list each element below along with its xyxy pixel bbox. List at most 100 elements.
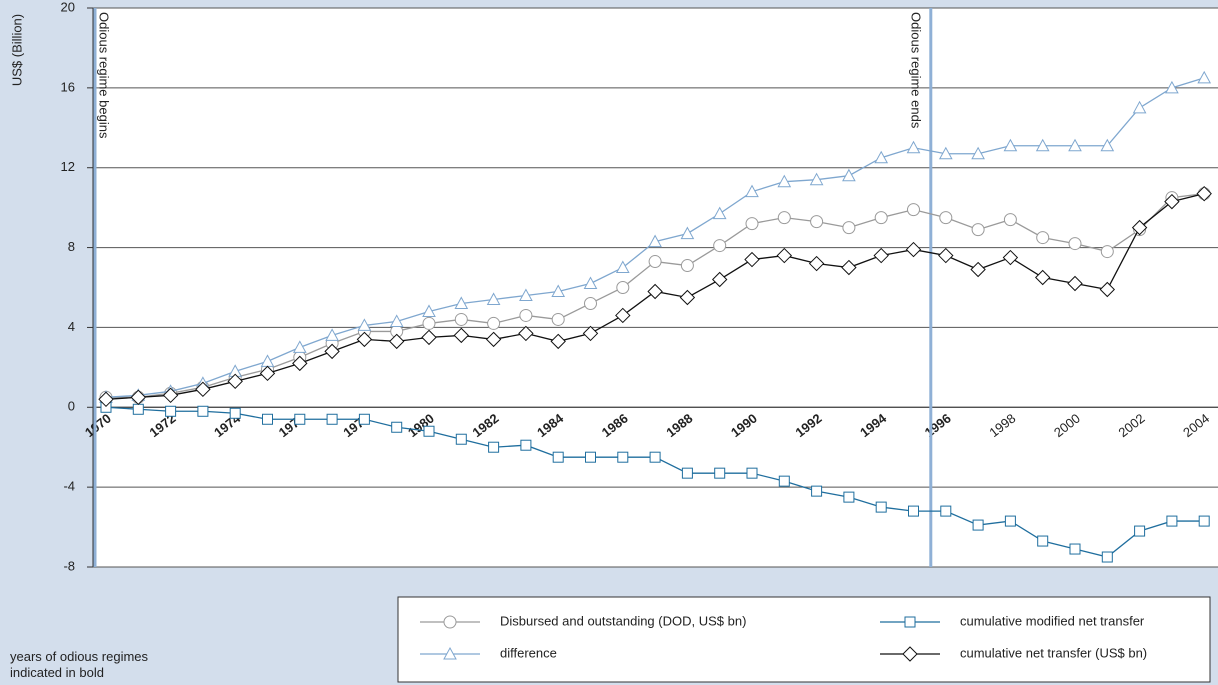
marker [453,327,470,344]
marker [902,646,918,662]
marker [519,308,533,322]
marker [443,646,457,660]
regime-label: Odious regime ends [908,12,923,129]
marker [582,325,599,342]
marker [971,146,985,160]
marker [679,289,696,306]
marker [292,355,308,372]
marker [648,234,662,248]
marker [875,501,887,513]
marker [550,333,566,350]
footnote: years of odious regimes indicated in bold [10,649,149,680]
marker [1166,515,1178,527]
marker [1067,275,1083,292]
marker [98,391,114,408]
marker [324,343,340,360]
marker [227,373,243,390]
marker [1131,219,1148,236]
marker [195,381,211,398]
marker [1003,213,1017,227]
marker [259,365,276,382]
marker [229,407,241,419]
marker [583,276,598,290]
marker [422,316,436,330]
marker [778,475,790,487]
marker [520,439,532,451]
marker [842,221,856,235]
marker [325,328,339,341]
marker [197,405,209,417]
marker [810,215,824,229]
marker [904,616,916,628]
y-tick-label: -4 [63,479,75,494]
marker [486,292,501,305]
marker [907,203,920,217]
marker [165,405,177,417]
marker [1164,193,1180,210]
y-tick-label: 12 [61,159,75,174]
marker [811,485,823,497]
marker [711,271,728,288]
marker [680,226,695,240]
marker [1100,245,1114,259]
marker [1068,138,1082,152]
marker [714,467,726,479]
marker [744,251,760,268]
marker [908,505,919,517]
marker [485,331,502,348]
marker [745,184,759,198]
marker [1002,249,1019,266]
marker [454,296,469,309]
marker [455,433,467,445]
marker [358,413,370,425]
legend-box [397,596,1211,683]
legend-label: Disbursed and outstanding (DOD, US$ bn) [500,613,746,628]
marker [488,441,500,453]
marker [487,316,501,330]
marker [1068,237,1082,251]
marker [745,217,759,231]
marker [616,281,630,294]
marker [423,425,435,437]
marker [1036,231,1050,245]
marker [647,283,663,300]
marker [1165,80,1179,94]
marker [972,519,984,531]
y-tick-label: 4 [68,319,75,334]
marker [356,331,373,348]
marker [906,140,921,154]
marker [1100,138,1115,152]
marker [617,451,629,463]
marker [292,340,307,353]
marker [777,174,792,188]
marker [808,255,825,272]
marker [843,491,855,503]
marker [551,284,566,297]
y-tick-label: -8 [63,558,75,573]
marker [615,307,631,324]
marker [938,146,953,160]
marker [1197,70,1212,84]
marker [389,314,404,327]
marker [1101,551,1113,563]
marker [940,505,952,517]
marker [1132,100,1147,114]
marker [552,451,564,463]
marker [681,467,693,479]
marker [712,206,727,220]
marker [584,296,597,310]
marker [938,247,954,264]
marker [874,150,889,164]
marker [443,615,457,629]
marker [454,312,468,326]
marker [130,389,147,406]
marker [1134,525,1146,537]
marker [388,333,405,350]
marker [551,312,565,326]
legend-label: cumulative modified net transfer [960,613,1145,628]
marker [262,413,273,425]
marker [294,413,306,425]
marker [422,304,436,317]
legend-label: cumulative net transfer (US$ bn) [960,645,1147,660]
